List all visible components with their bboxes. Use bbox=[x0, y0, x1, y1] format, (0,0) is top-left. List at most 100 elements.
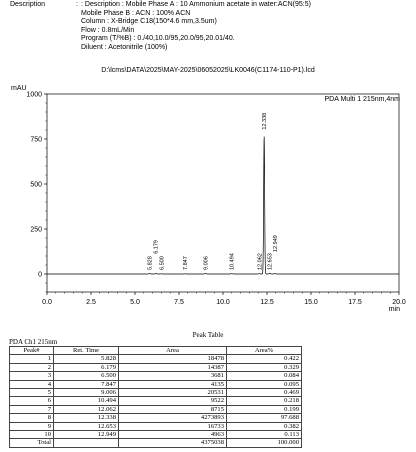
peak-label: 12.338 bbox=[262, 113, 268, 130]
x-tick-label: 15.0 bbox=[304, 299, 318, 306]
table-cell: 1 bbox=[9, 354, 54, 364]
table-cell: 12.949 bbox=[53, 429, 119, 440]
table-cell: 2 bbox=[9, 362, 54, 373]
x-axis-label: min bbox=[389, 306, 400, 313]
peak-table: Peak# Ret. Time Area Area% 1 5.828 18478 0.… bbox=[9, 345, 302, 448]
table-cell: 0.329 bbox=[226, 362, 302, 373]
column-header: Area% bbox=[226, 345, 302, 356]
table-cell: 10 bbox=[9, 429, 54, 440]
table-row: 8 12.338 4273893 97.688 bbox=[9, 413, 302, 423]
table-cell bbox=[53, 438, 119, 448]
table-cell: 7.847 bbox=[53, 379, 119, 389]
table-cell: 97.688 bbox=[226, 413, 302, 423]
chromatogram-trace bbox=[47, 136, 399, 275]
table-header-row: Peak# Ret. Time Area Area% bbox=[9, 345, 302, 356]
table-cell: 6 bbox=[9, 396, 54, 406]
y-tick-label: 750 bbox=[30, 137, 42, 144]
x-tick-label: 2.5 bbox=[86, 299, 96, 306]
column-header: Area bbox=[118, 345, 227, 356]
x-tick-label: 12.5 bbox=[260, 299, 274, 306]
chromatogram-chart: mAU 0 250 500 750 1000 0.0 2.5 5.0 7.5 10.0 12.5 1… bbox=[11, 85, 406, 313]
table-row: 2 6.179 14387 0.329 bbox=[9, 362, 302, 373]
peak-label: 5.828 bbox=[148, 256, 154, 270]
table-cell: 7 bbox=[9, 404, 54, 415]
data-file-path: D:\lcms\DATA\2025\MAY-2025\06052025\LK00… bbox=[101, 67, 315, 74]
table-cell: 14387 bbox=[118, 362, 227, 373]
table-row: 1 5.828 18478 0.422 bbox=[9, 354, 302, 364]
peak-label: 10.494 bbox=[230, 253, 236, 270]
table-cell: 0.113 bbox=[226, 429, 302, 440]
method-line: Program (T/%B) : 0./40,10.0/95,20.0/95,2… bbox=[81, 35, 235, 43]
table-cell: 12.062 bbox=[53, 404, 119, 415]
table-row: 10 12.949 4963 0.113 bbox=[9, 429, 302, 440]
table-row: 9 12.653 16733 0.382 bbox=[9, 421, 302, 431]
table-cell: 4963 bbox=[118, 429, 227, 440]
y-axis-label: mAU bbox=[11, 85, 27, 92]
column-header: Ret. Time bbox=[53, 345, 119, 356]
x-tick-label: 7.5 bbox=[174, 299, 184, 306]
table-row: 5 9.006 20531 0.469 bbox=[9, 387, 302, 398]
x-tick-label: 20.0 bbox=[392, 299, 406, 306]
table-cell: 3681 bbox=[118, 371, 227, 381]
table-total-row: Total 4375038 100.000 bbox=[9, 438, 302, 448]
table-cell: 6.179 bbox=[53, 362, 119, 373]
detector-channel: PDA Ch1 215nm bbox=[9, 338, 58, 346]
table-cell: Total bbox=[9, 438, 54, 448]
table-cell: 9.006 bbox=[53, 387, 119, 398]
table-cell: 9522 bbox=[118, 396, 227, 406]
table-row: 4 7.847 4135 0.095 bbox=[9, 379, 302, 389]
table-cell: 0.382 bbox=[226, 421, 302, 431]
table-cell: 12.338 bbox=[53, 413, 119, 423]
x-tick-label: 5.0 bbox=[130, 299, 140, 306]
table-cell: 5 bbox=[9, 387, 54, 398]
x-tick-label: 10.0 bbox=[216, 299, 230, 306]
table-cell: 4375038 bbox=[118, 438, 227, 448]
table-cell: 0.084 bbox=[226, 371, 302, 381]
table-cell: 20531 bbox=[118, 387, 227, 398]
peak-label: 7.847 bbox=[183, 256, 189, 270]
x-tick-label: 0.0 bbox=[42, 299, 52, 306]
peak-label: 9.006 bbox=[204, 256, 210, 270]
table-cell: 3 bbox=[9, 371, 54, 381]
description-label: Description bbox=[10, 1, 46, 8]
table-cell: 0.218 bbox=[226, 396, 302, 406]
method-line: Mobile Phase B : ACN : 100% ACN bbox=[81, 9, 191, 17]
table-cell: 8715 bbox=[118, 404, 227, 415]
peak-label: 6.500 bbox=[159, 256, 165, 270]
x-tick-label: 17.5 bbox=[348, 299, 362, 306]
y-tick-label: 500 bbox=[30, 182, 42, 189]
method-line: Column : X-Bridge C18(150*4.6 mm,3.5um) bbox=[81, 18, 217, 26]
peak-label: 12.949 bbox=[273, 235, 279, 252]
y-tick-label: 250 bbox=[30, 227, 42, 234]
method-line: Flow : 0.8mL/Min bbox=[81, 26, 135, 34]
method-description: : Description : Mobile Phase A : 10 Ammo… bbox=[81, 1, 311, 53]
peak-table-title: Peak Table bbox=[192, 331, 224, 339]
table-cell: 0.199 bbox=[226, 404, 302, 415]
peak-label: 12.653 bbox=[268, 253, 274, 270]
table-cell: 8 bbox=[9, 413, 54, 423]
table-cell: 12.653 bbox=[53, 421, 119, 431]
column-header: Peak# bbox=[9, 345, 54, 356]
table-row: 3 6.500 3681 0.084 bbox=[9, 371, 302, 381]
table-cell: 16733 bbox=[118, 421, 227, 431]
table-cell: 0.095 bbox=[226, 379, 302, 389]
table-cell: 100.000 bbox=[226, 438, 302, 448]
table-cell: 4 bbox=[9, 379, 54, 389]
table-cell: 0.469 bbox=[226, 387, 302, 398]
table-cell: 10.494 bbox=[53, 396, 119, 406]
peak-label: 12.062 bbox=[257, 253, 263, 270]
method-line: : Description : Mobile Phase A : 10 Ammo… bbox=[81, 1, 311, 8]
peak-label: 6.179 bbox=[154, 240, 160, 254]
table-cell: 4273893 bbox=[118, 413, 227, 423]
table-cell: 4135 bbox=[118, 379, 227, 389]
plot-frame bbox=[46, 93, 400, 293]
y-tick-label: 1000 bbox=[26, 92, 42, 99]
table-cell: 5.828 bbox=[53, 354, 119, 364]
description-colon: : bbox=[76, 1, 78, 8]
legend-label: PDA Multi 1 215nm,4nm bbox=[325, 96, 401, 103]
table-cell: 9 bbox=[9, 421, 54, 431]
table-cell: 6.500 bbox=[53, 371, 119, 381]
y-tick-label: 0 bbox=[38, 272, 42, 279]
table-cell: 18478 bbox=[118, 354, 227, 364]
table-row: 7 12.062 8715 0.199 bbox=[9, 404, 302, 415]
